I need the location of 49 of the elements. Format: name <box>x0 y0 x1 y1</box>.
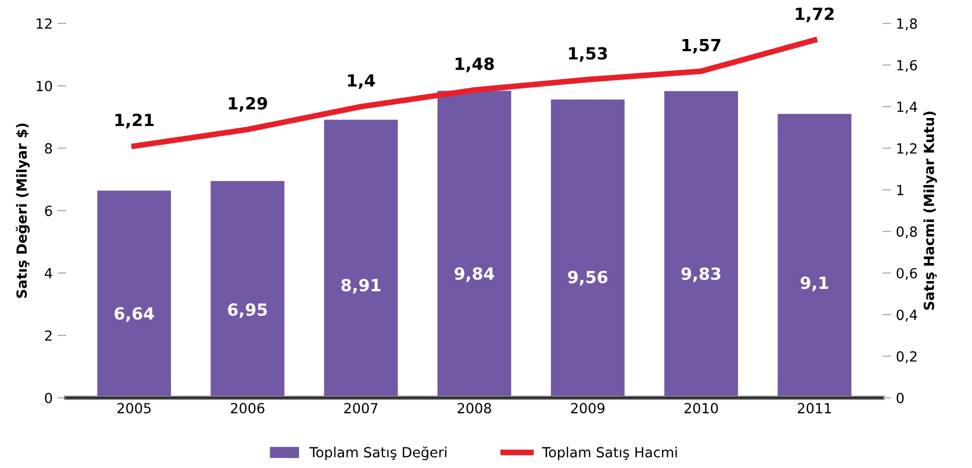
data-label: 9,84 <box>454 267 494 282</box>
data-label: 9,83 <box>681 267 720 282</box>
bar <box>550 100 625 398</box>
y2-tick-label: 1,6 <box>897 60 917 72</box>
y-tick-label: 12 <box>36 18 52 29</box>
x-tick-label: 2010 <box>684 402 718 414</box>
x-tick-label: 2005 <box>117 402 151 414</box>
bar <box>664 91 738 398</box>
y-tick-label: 8 <box>45 143 52 154</box>
data-label: 1,53 <box>569 47 607 62</box>
data-label: 1,21 <box>115 114 154 128</box>
y-axis-title: Satış Değeri (Milyar $) <box>16 124 30 298</box>
y-tick-label: 10 <box>36 80 52 92</box>
data-label: 1,4 <box>348 74 375 89</box>
y2-tick-label: 1,8 <box>897 18 917 30</box>
x-tick-label: 2006 <box>230 402 264 414</box>
bar <box>437 90 512 398</box>
y2-tick-label: 0 <box>896 392 904 404</box>
legend-label: Toplam Satış Değeri <box>309 446 446 460</box>
y2-tick-label: 0,4 <box>896 310 918 322</box>
data-label: 9,1 <box>800 276 828 292</box>
data-label: 6,95 <box>228 303 267 318</box>
data-label: 1,48 <box>456 57 494 72</box>
y-tick-label: 0 <box>44 392 52 404</box>
data-label: 8,91 <box>341 278 380 294</box>
y2-tick-label: 0,8 <box>896 226 917 238</box>
data-label: 1,29 <box>228 96 268 112</box>
y-tick-label: 6 <box>45 206 52 216</box>
y2-tick-label: 0,6 <box>896 268 917 280</box>
x-tick-label: 2008 <box>458 402 492 414</box>
y2-tick-label: 1,4 <box>897 102 918 114</box>
legend-label: Toplam Satış Hacmi <box>542 446 677 460</box>
y2-tick-label: 1,2 <box>897 143 916 156</box>
x-tick-label: 2009 <box>571 402 604 414</box>
y2-axis-title: Satış Hacmi (Milyar Kutu) <box>923 112 937 310</box>
bar <box>97 190 171 398</box>
bar <box>324 120 398 398</box>
data-label: 1,57 <box>682 38 720 54</box>
y-tick-label: 4 <box>44 268 52 278</box>
x-tick-label: 2007 <box>344 402 378 414</box>
x-tick-label: 2011 <box>798 402 831 414</box>
data-label: 1,72 <box>796 8 834 22</box>
y2-tick-label: 0,2 <box>896 351 916 364</box>
bar <box>778 114 852 398</box>
y-tick-label: 2 <box>45 330 52 341</box>
data-label: 6,64 <box>114 307 154 322</box>
data-label: 9,56 <box>568 270 608 286</box>
y2-tick-label: 1 <box>897 184 904 196</box>
bar <box>210 180 284 398</box>
